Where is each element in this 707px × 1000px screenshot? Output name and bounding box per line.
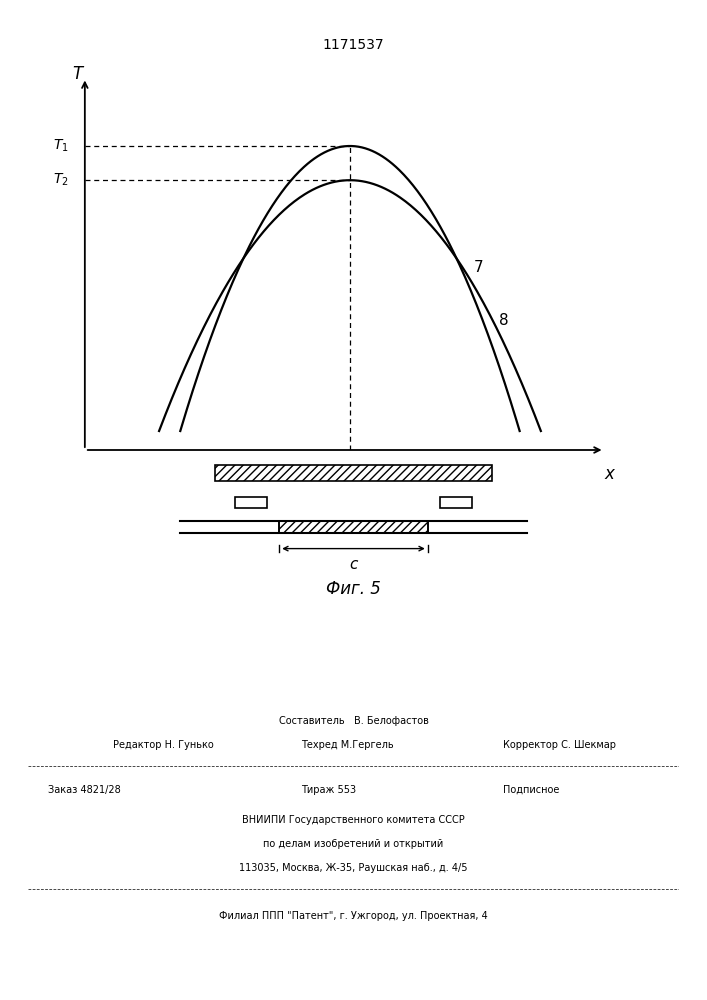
Text: c: c (349, 557, 358, 572)
Text: $T_2$: $T_2$ (53, 172, 69, 188)
Text: по делам изобретений и открытий: по делам изобретений и открытий (264, 839, 443, 849)
Text: Редактор Н. Гунько: Редактор Н. Гунько (113, 740, 214, 750)
Text: 8: 8 (499, 313, 508, 328)
Text: ВНИИПИ Государственного комитета СССР: ВНИИПИ Государственного комитета СССР (242, 815, 465, 825)
Text: 1171537: 1171537 (322, 38, 385, 52)
Text: Филиал ППП "Патент", г. Ужгород, ул. Проектная, 4: Филиал ППП "Патент", г. Ужгород, ул. Про… (219, 911, 488, 921)
Text: Подписное: Подписное (503, 785, 559, 795)
Text: T: T (72, 65, 82, 83)
Text: Техред М.Гергель: Техред М.Гергель (301, 740, 394, 750)
Text: Фиг. 5: Фиг. 5 (326, 580, 381, 598)
Text: x: x (605, 465, 614, 483)
Bar (235, 497, 267, 508)
Text: $T_1$: $T_1$ (53, 138, 69, 154)
Text: 113035, Москва, Ж-35, Раушская наб., д. 4/5: 113035, Москва, Ж-35, Раушская наб., д. … (239, 863, 468, 873)
Bar (279, 521, 428, 533)
Bar (215, 465, 492, 481)
Text: 7: 7 (474, 260, 484, 275)
Text: Составитель   В. Белофастов: Составитель В. Белофастов (279, 716, 428, 726)
Text: Заказ 4821/28: Заказ 4821/28 (48, 785, 120, 795)
Text: Корректор С. Шекмар: Корректор С. Шекмар (503, 740, 616, 750)
Bar (440, 497, 472, 508)
Text: Тираж 553: Тираж 553 (301, 785, 356, 795)
